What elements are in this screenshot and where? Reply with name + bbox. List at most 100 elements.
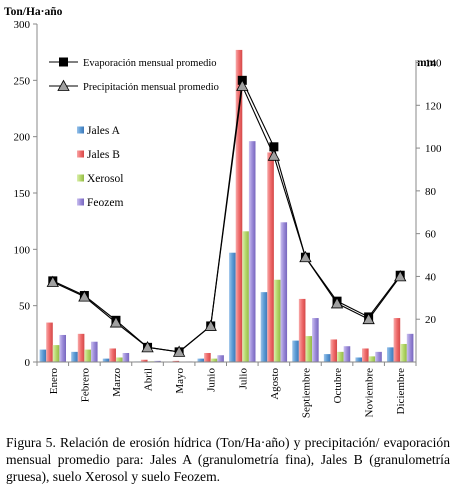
marker-precipitacion-mensual-promedio-septiembre [299, 250, 312, 263]
bar-xerosol-octubre [337, 351, 344, 362]
legend-jales-b-swatch [77, 150, 84, 158]
line-precipitacion-mensual-promedio [52, 83, 401, 353]
left-axis-ticks: 0 50 100 150 200 250 300 [14, 19, 37, 369]
x-tick-label-octubre: Octubre [332, 368, 344, 404]
x-tick-label-febrero: Febrero [79, 368, 91, 403]
bar-jales-b-diciembre [393, 318, 401, 362]
bar-jales-a-enero [39, 349, 47, 362]
legend-precipitacion-label: Precipitación mensual promedio [83, 82, 219, 93]
bar-jales-b-abril [140, 359, 148, 362]
bar-xerosol-diciembre [400, 343, 407, 362]
bar-xerosol-agosto [273, 279, 281, 362]
bar-feozem-octubre [343, 346, 351, 362]
x-tick-label-diciembre: Diciembre [395, 368, 407, 415]
marker-precipitacion-mensual-promedio-mayo [172, 345, 186, 357]
right-tick-label: 140 [425, 58, 442, 70]
x-tick-label-marzo: Marzo [111, 368, 123, 397]
bar-jales-a-febrero [71, 351, 78, 362]
marker-precipitacion-mensual-promedio-enero [46, 275, 59, 287]
x-tick-label-mayo: Mayo [174, 368, 186, 394]
x-axis-labels: Enero Febrero Marzo Abril Mayo Junio Julio Agos… [48, 368, 407, 419]
marker-precipitacion-mensual-promedio-marzo [109, 316, 123, 328]
figure-caption: Figura 5. Relación de erosión hídrica (T… [6, 435, 450, 484]
marker-precipitacion-mensual-promedio-abril [141, 341, 154, 353]
legend-feozem-label: Feozem [87, 197, 123, 209]
legend-jales-b-label: Jales B [87, 149, 120, 161]
bar-xerosol-enero [52, 345, 60, 362]
right-tick-label: 60 [425, 229, 437, 241]
bar-jales-b-octubre [330, 339, 338, 362]
bar-jales-b-agosto [267, 152, 274, 362]
right-tick-label: 20 [425, 314, 437, 326]
bar-jales-a-diciembre [387, 347, 394, 362]
bar-feozem-diciembre [406, 333, 414, 362]
bar-jales-a-septiembre [292, 340, 299, 362]
bar-feozem-agosto [280, 222, 288, 362]
right-tick-label: 80 [425, 186, 437, 198]
x-tick-label-abril: Abril [143, 368, 155, 391]
bar-jales-a-octubre [323, 354, 331, 362]
x-tick-label-agosto: Agosto [269, 368, 281, 400]
bar-feozem-julio [248, 141, 256, 362]
line-evaporacion-mensual-promedio [52, 78, 401, 353]
marker-evaporacion-mensual-promedio-agosto [269, 142, 279, 152]
legend-evaporacion-label: Evaporación mensual promedio [83, 58, 217, 69]
bar-legend: Jales A Jales B Xerosol Feozem [77, 125, 123, 209]
left-tick-label: 50 [19, 301, 31, 313]
left-tick-label: 100 [14, 244, 31, 256]
axes-layer [36, 24, 417, 366]
x-tick-label-noviembre: Noviembre [364, 368, 376, 418]
bar-feozem-junio [217, 355, 224, 362]
legend-feozem-swatch [77, 198, 84, 206]
marker-precipitacion-mensual-promedio-julio [236, 79, 249, 91]
legend-evaporacion-marker [59, 57, 68, 67]
bar-jales-a-marzo [102, 358, 110, 362]
bar-feozem-abril [154, 360, 161, 362]
bar-jales-b-septiembre [298, 298, 306, 362]
right-tick-label: 100 [425, 143, 442, 155]
left-axis-title: Ton/Ha·año [4, 6, 63, 18]
right-tick-label: 40 [425, 271, 437, 283]
bar-jales-a-julio [229, 252, 236, 362]
bar-jales-a-junio [197, 358, 205, 362]
right-axis-title: mm [417, 57, 437, 69]
right-axis-ticks: 20 40 60 80 100 120 140 [416, 58, 442, 326]
right-tick-label: 120 [425, 100, 442, 112]
bar-jales-b-junio [204, 352, 211, 362]
left-tick-label: 250 [14, 75, 31, 87]
bar-xerosol-marzo [115, 357, 123, 362]
legend-jales-a-swatch [77, 126, 84, 134]
erosion-chart: Ton/Ha·año mm 0 50 100 150 200 250 300 20 40 60 8… [4, 6, 442, 419]
x-tick-label-julio: Julio [237, 368, 249, 390]
bar-xerosol-septiembre [305, 336, 313, 362]
bar-feozem-enero [59, 334, 66, 362]
left-tick-label: 300 [14, 19, 31, 31]
bar-feozem-septiembre [312, 318, 319, 362]
line-legend: Evaporación mensual promedio Precipitaci… [49, 57, 219, 93]
bar-jales-b-marzo [109, 348, 116, 362]
bar-feozem-marzo [122, 352, 130, 362]
bar-jales-b-noviembre [362, 348, 369, 362]
legend-precipitacion-marker [57, 79, 70, 91]
bar-xerosol-junio [210, 358, 218, 362]
marker-precipitacion-mensual-promedio-febrero [78, 290, 91, 302]
marker-precipitacion-mensual-promedio-octubre [330, 297, 344, 309]
bar-jales-b-julio [235, 49, 243, 363]
marker-precipitacion-mensual-promedio-diciembre [394, 270, 407, 282]
left-tick-label: 150 [14, 188, 31, 200]
lines-layer [46, 75, 407, 357]
left-tick-label: 200 [14, 132, 31, 144]
legend-jales-a-label: Jales A [87, 125, 121, 137]
bars-layer [39, 49, 414, 363]
marker-precipitacion-mensual-promedio-junio [204, 319, 217, 331]
x-tick-label-junio: Junio [206, 368, 218, 392]
bar-xerosol-noviembre [368, 356, 376, 362]
marker-precipitacion-mensual-promedio-agosto [267, 149, 281, 161]
left-tick-label: 0 [25, 357, 31, 369]
bar-jales-b-mayo [172, 360, 180, 362]
x-tick-label-septiembre: Septiembre [300, 368, 312, 418]
x-tick-label-enero: Enero [48, 368, 60, 395]
bar-xerosol-julio [242, 231, 249, 362]
bar-jales-b-febrero [77, 333, 85, 362]
marker-precipitacion-mensual-promedio-noviembre [362, 312, 375, 325]
